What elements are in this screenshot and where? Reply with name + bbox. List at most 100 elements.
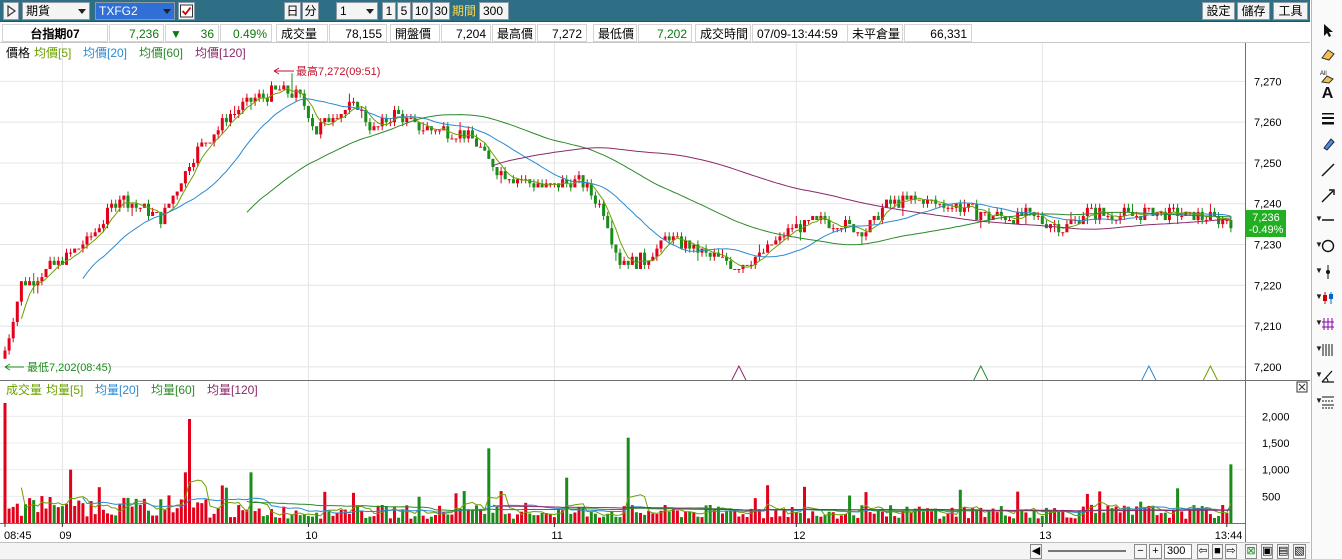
symbol-input[interactable]: TXFG2 <box>95 2 175 20</box>
zoom-out-icon[interactable]: − <box>1134 544 1147 559</box>
high-annotation: 最高7,272(09:51) <box>273 64 380 78</box>
angle-tool-icon[interactable] <box>1313 364 1342 388</box>
arrow-line-icon[interactable] <box>1313 184 1342 208</box>
vertical-marker-icon[interactable] <box>1313 260 1342 284</box>
fibonacci-fan-icon[interactable] <box>1313 312 1342 336</box>
top-toolbar: 期貨 TXFG2 日 分 1 1 5 10 30 期間 300 設定 儲存 工具 <box>0 0 1310 22</box>
minute-option-10[interactable]: 10 <box>412 2 431 20</box>
volume-bar <box>450 514 454 523</box>
volume-bar <box>1085 493 1089 523</box>
play-icon[interactable] <box>3 2 19 20</box>
cursor-icon[interactable] <box>1313 18 1342 42</box>
checkbox-icon[interactable] <box>178 2 195 20</box>
close-volume-panel-icon[interactable] <box>1296 381 1308 393</box>
candle-body <box>532 183 536 188</box>
price-moving-averages <box>20 88 1232 319</box>
volume-bar <box>946 513 950 523</box>
nav-back-icon[interactable]: ⇦ <box>1197 544 1209 559</box>
time-axis-labels: 08:45 09 10 11 12 13 13:44 <box>4 523 1242 542</box>
zoom-slider-track[interactable] <box>1048 550 1126 552</box>
chart-area[interactable]: 7,200 7,210 7,220 7,230 7,240 7,250 7,260 7,270… <box>0 43 1310 559</box>
tools-button[interactable]: 工具 <box>1273 2 1308 20</box>
candle-body <box>253 97 257 102</box>
time-tick-label: 08:45 <box>4 530 32 542</box>
erase-all-icon[interactable]: All <box>1313 64 1342 88</box>
minute-select[interactable]: 1 <box>336 2 378 20</box>
ma120-line <box>492 147 1231 230</box>
zoom-in-icon[interactable]: + <box>1149 544 1162 559</box>
volume-bar <box>3 403 7 523</box>
period-input[interactable]: 300 <box>479 2 509 20</box>
candle-body <box>1126 207 1130 212</box>
period-day-button[interactable]: 日 <box>284 2 301 20</box>
volume-bar <box>1008 516 1011 523</box>
market-select[interactable]: 期貨 <box>22 2 90 20</box>
candle-body <box>1225 220 1229 222</box>
period-minute-button[interactable]: 分 <box>302 2 319 20</box>
candle-body <box>987 211 991 221</box>
volume-bar <box>1155 515 1159 523</box>
candle-body <box>1020 211 1024 216</box>
candle-body <box>69 252 73 254</box>
candle-body <box>811 215 815 221</box>
volume-bar <box>971 508 975 523</box>
volume-label: 成交量 <box>276 24 328 42</box>
candle-body <box>831 228 835 230</box>
volume-bar <box>618 517 622 523</box>
volume-bars <box>3 403 1233 523</box>
candle-body <box>65 252 68 265</box>
candle-body <box>134 203 138 208</box>
candle-body <box>712 252 716 257</box>
volume-bar <box>856 517 860 523</box>
volume-bar <box>938 518 942 523</box>
candle-body <box>3 350 7 359</box>
candle-tool-icon[interactable] <box>1313 286 1342 310</box>
circle-tool-icon[interactable] <box>1313 234 1342 258</box>
export-excel-icon[interactable]: ⊠ <box>1245 544 1257 559</box>
zoom-input[interactable]: 300 <box>1164 544 1192 559</box>
horizontal-line-icon[interactable] <box>1313 208 1342 232</box>
volume-bar <box>1180 511 1184 523</box>
candle-body <box>536 183 540 188</box>
candle-body <box>425 126 429 131</box>
line-tool-icon[interactable] <box>1313 158 1342 182</box>
legend-item: 均量[5] <box>46 383 83 397</box>
minute-option-1[interactable]: 1 <box>382 2 396 20</box>
volume-bar <box>901 510 905 523</box>
print-icon[interactable]: ▤ <box>1277 544 1289 559</box>
minute-option-30[interactable]: 30 <box>432 2 450 20</box>
save-disk-icon[interactable]: ▣ <box>1261 544 1273 559</box>
settings-button[interactable]: 設定 <box>1202 2 1235 20</box>
candle-body <box>229 114 232 123</box>
color-palette-icon[interactable] <box>1313 132 1342 156</box>
line-width-icon[interactable] <box>1313 106 1342 130</box>
candle-body <box>110 203 114 208</box>
candle-body <box>905 195 909 200</box>
legend-item: 均價[20] <box>83 46 127 60</box>
text-tool-icon[interactable]: A <box>1321 85 1334 102</box>
image-icon[interactable]: ▧ <box>1293 544 1306 559</box>
volume-bar <box>790 507 794 523</box>
minute-option-5[interactable]: 5 <box>397 2 411 20</box>
stop-icon[interactable]: ■ <box>1212 544 1223 559</box>
gann-lines-icon[interactable] <box>1313 390 1342 414</box>
volume-bar <box>208 517 212 523</box>
candle-body <box>852 224 856 233</box>
volume-bar <box>692 511 696 523</box>
volume-bar <box>552 517 556 523</box>
volume-bar <box>815 515 819 523</box>
volume-bar <box>24 504 27 523</box>
candle-body <box>708 252 712 257</box>
save-button[interactable]: 儲存 <box>1237 2 1270 20</box>
volume-bar <box>257 508 261 523</box>
eraser-icon[interactable] <box>1313 42 1342 66</box>
volume-bar <box>52 505 56 523</box>
volume-bar <box>995 512 999 523</box>
candle-body <box>885 199 888 208</box>
scroll-left-icon[interactable]: ◀ <box>1030 544 1042 559</box>
volume-bar <box>835 518 839 523</box>
candle-body <box>306 105 310 119</box>
period-lines-icon[interactable] <box>1313 338 1342 362</box>
nav-forward-icon[interactable]: ⇨ <box>1225 544 1237 559</box>
volume-bar <box>15 503 19 523</box>
